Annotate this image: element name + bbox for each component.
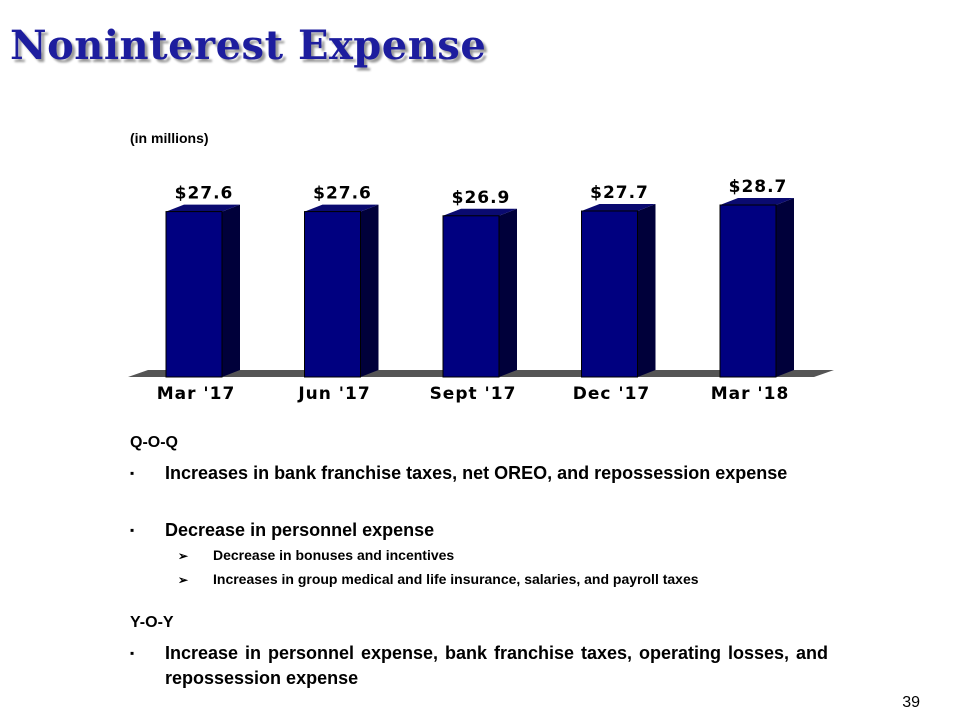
bar-side [499, 208, 517, 377]
bar-data-label: $28.7 [729, 177, 788, 197]
bar [442, 215, 500, 378]
qoq-sub-bullet-2-text: Increases in group medical and life insu… [213, 571, 699, 587]
qoq-bullet-2-text: Decrease in personnel expense [165, 520, 435, 540]
qoq-heading: Q-O-Q [130, 434, 178, 451]
x-tick-label: Mar '18 [711, 384, 790, 404]
bar-side [222, 204, 240, 377]
bar-top [720, 198, 794, 205]
x-tick-label: Mar '17 [157, 384, 236, 404]
qoq-sub-bullet-1-text: Decrease in bonuses and incentives [213, 547, 455, 563]
bar [581, 210, 638, 378]
qoq-bullet-2: ▪ Decrease in personnel expense [130, 518, 828, 543]
qoq-bullet-1-text: Increases in bank franchise taxes, net O… [165, 463, 788, 483]
qoq-sub-bullet-1: ➢ Decrease in bonuses and incentives [178, 547, 454, 563]
page-number: 39 [902, 694, 920, 711]
arrow-bullet-icon: ➢ [178, 549, 189, 563]
bullet-square-icon: ▪ [130, 523, 135, 537]
bar-side [360, 204, 379, 377]
bar-side [637, 203, 656, 377]
bar-top [166, 204, 240, 212]
qoq-sub-bullet-2: ➢ Increases in group medical and life ins… [178, 571, 699, 587]
bar-top [304, 204, 379, 212]
bar-top [581, 203, 656, 211]
bar [165, 211, 223, 378]
x-tick-label: Dec '17 [573, 384, 651, 404]
bar-data-label: $27.6 [175, 184, 234, 204]
bar [304, 211, 361, 378]
yoy-bullet-1: ▪ Increase in personnel expense, bank fr… [130, 641, 828, 691]
qoq-bullet-1: ▪ Increases in bank franchise taxes, net… [130, 461, 828, 486]
yoy-bullet-1-text: Increase in personnel expense, bank fran… [165, 643, 828, 688]
chart-unit-note: (in millions) [130, 130, 209, 146]
bar [719, 204, 777, 378]
x-tick-label: Sept '17 [430, 384, 517, 404]
bar-data-label: $27.6 [313, 184, 372, 204]
yoy-heading: Y-O-Y [130, 614, 174, 631]
bar-data-label: $26.9 [452, 188, 511, 208]
arrow-bullet-icon: ➢ [178, 573, 189, 587]
bullet-square-icon: ▪ [130, 646, 135, 660]
x-tick-label: Jun '17 [297, 384, 370, 404]
bar-top [443, 208, 517, 216]
noninterest-expense-bar-chart: $27.6 Mar '17 $27.6 Jun '17 $26.9 Sept '17 $27… [128, 177, 834, 404]
page-title: Noninterest Expense [10, 22, 487, 69]
bar-data-label: $27.7 [590, 183, 649, 203]
bar-side [776, 198, 794, 377]
bullet-square-icon: ▪ [130, 466, 135, 480]
